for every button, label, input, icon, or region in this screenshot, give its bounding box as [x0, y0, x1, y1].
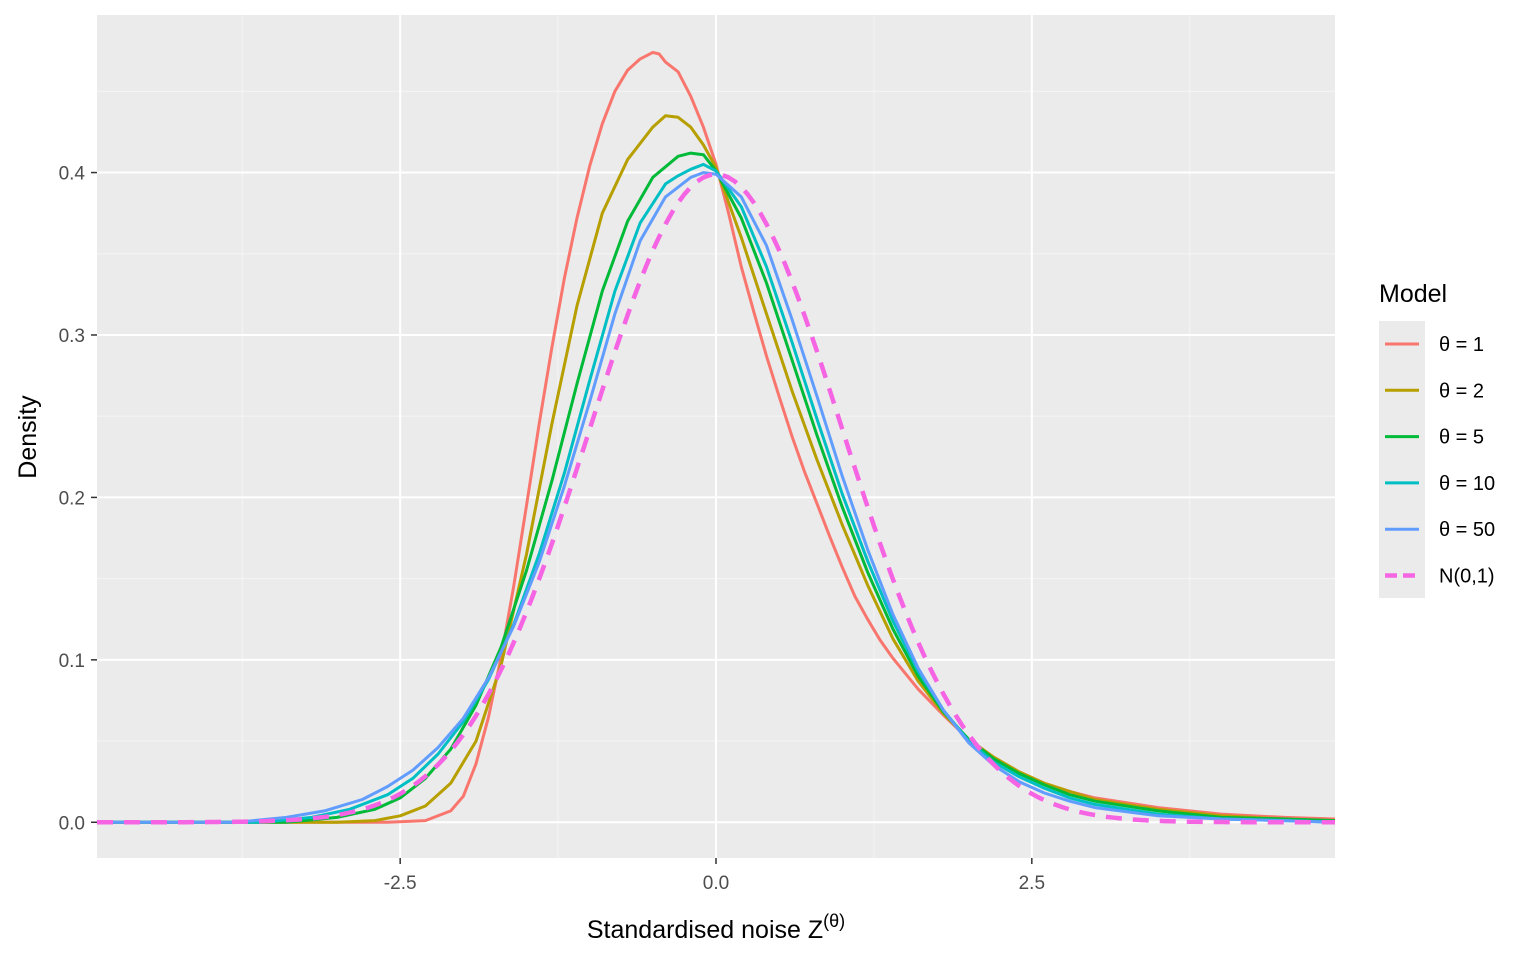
y-tick-label: 0.1 — [59, 651, 85, 672]
legend: Model θ = 1 θ = 2 θ = 5 θ = 10 θ = 50 N(0,1) — [1379, 280, 1495, 598]
legend-label: θ = 5 — [1439, 427, 1484, 449]
x-tick-label: 2.5 — [1019, 873, 1045, 894]
legend-title: Model — [1379, 280, 1447, 308]
legend-key-background — [1379, 321, 1425, 598]
series-line-5 — [97, 151, 1336, 824]
x-axis-title-superscript: (θ) — [823, 911, 845, 931]
x-axis-title: Standardised noise Z(θ) — [587, 911, 845, 944]
series-line-50 — [97, 171, 1336, 824]
y-tick-label: 0.2 — [59, 488, 85, 509]
legend-label: N(0,1) — [1439, 566, 1495, 588]
legend-label: θ = 1 — [1439, 334, 1484, 356]
y-axis-title: Density — [14, 395, 42, 479]
x-tick-label: 0.0 — [703, 873, 729, 894]
x-axis: -2.5 0.0 2.5 — [384, 858, 1045, 894]
major-gridlines — [97, 15, 1335, 858]
y-tick-label: 0.0 — [59, 813, 85, 834]
y-tick-label: 0.4 — [59, 164, 86, 185]
legend-label: θ = 2 — [1439, 380, 1484, 402]
x-tick-label: -2.5 — [384, 873, 417, 894]
series-lines — [97, 50, 1336, 825]
legend-label: θ = 10 — [1439, 473, 1495, 495]
series-line-10 — [97, 162, 1336, 824]
y-axis: 0.0 0.1 0.2 0.3 0.4 — [59, 164, 97, 834]
legend-items: θ = 1 θ = 2 θ = 5 θ = 10 θ = 50 N(0,1) — [1385, 334, 1495, 588]
x-axis-title-main: Standardised noise Z — [587, 916, 823, 944]
legend-label: θ = 50 — [1439, 519, 1495, 541]
y-tick-label: 0.3 — [59, 326, 85, 347]
